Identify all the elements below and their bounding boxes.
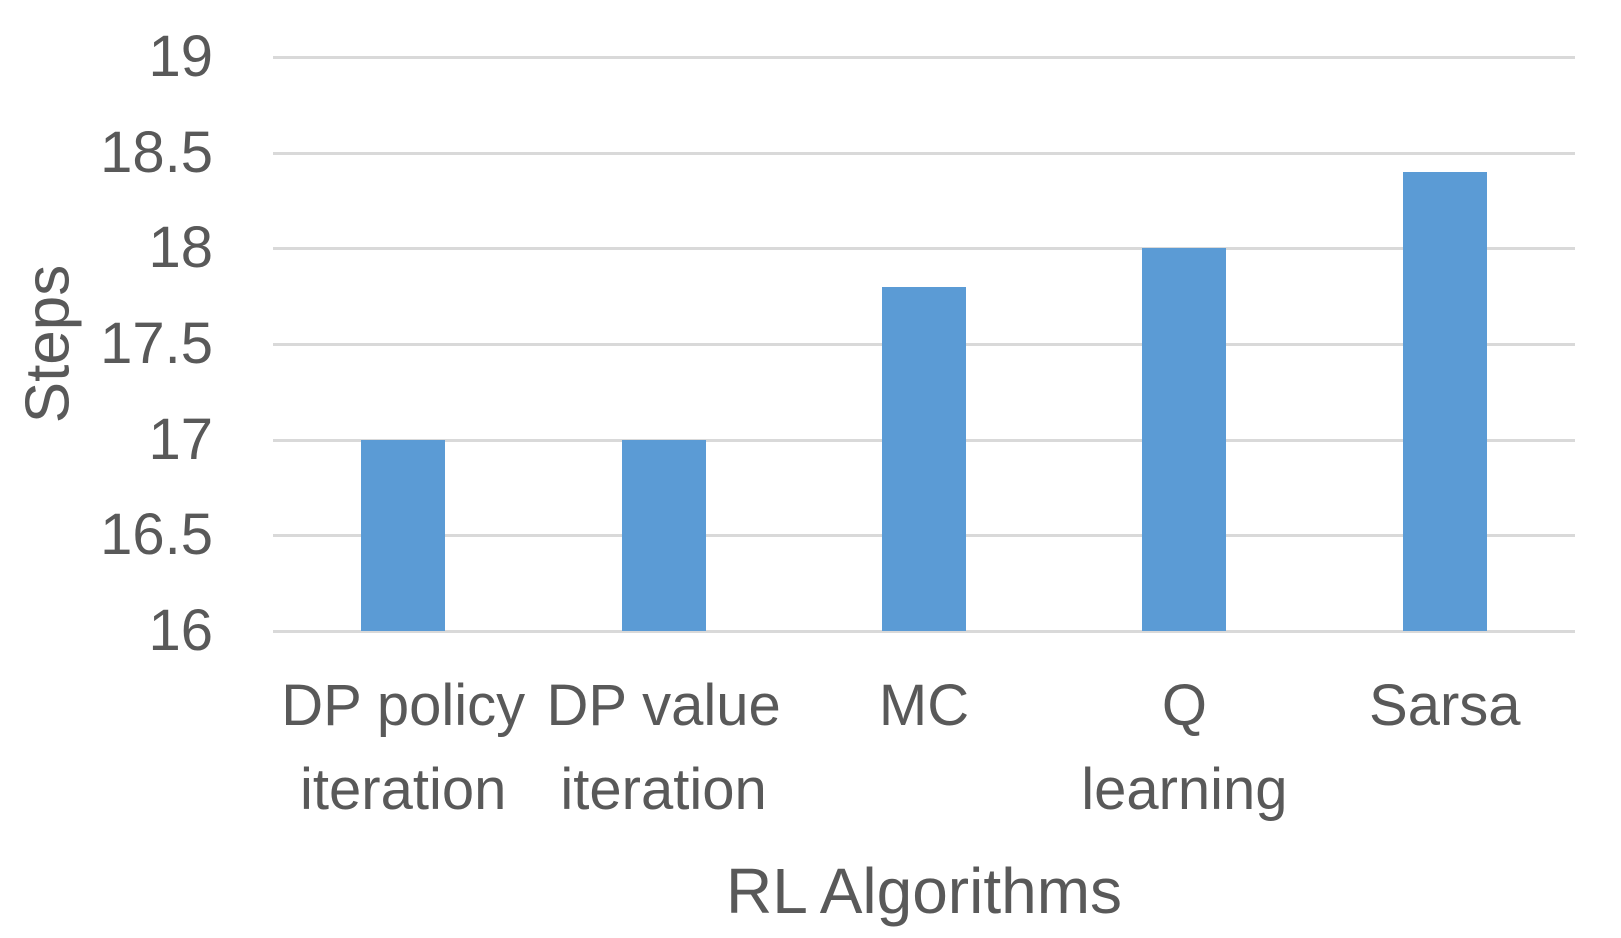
gridline: [273, 630, 1575, 633]
x-axis-title: RL Algorithms: [726, 855, 1122, 927]
x-category-label-mc: MC: [878, 673, 970, 738]
x-category-label-sarsa: Sarsa: [1369, 673, 1521, 738]
y-tick-label: 17.5: [100, 311, 213, 376]
x-category-label-dp-policy-iteration: DP policy iteration: [281, 673, 526, 822]
bar-sarsa: [1402, 171, 1487, 631]
y-tick-label: 18: [148, 215, 213, 281]
gridline: [273, 151, 1575, 155]
x-axis-category-labels: DP policy iteration DP value iteration MC Q…: [273, 664, 1575, 844]
y-tick-label: 16.5: [100, 502, 213, 568]
y-tick-label: 16: [148, 598, 213, 663]
x-category-label-q-learning: Q learning: [1081, 673, 1288, 822]
bar-dp-value-iteration: [621, 439, 706, 631]
x-category-label-dp-value-iteration: DP value iteration: [546, 673, 781, 822]
bar-mc: [882, 286, 966, 631]
y-tick-label: 18.5: [100, 119, 213, 185]
gridline: [273, 56, 1575, 59]
y-tick-label: 19: [148, 24, 213, 89]
y-axis-tick-labels: 16 16.5 17 17.5 18 18.5 19: [0, 24, 213, 663]
gridline: [273, 247, 1575, 251]
y-tick-label: 17: [148, 406, 213, 472]
bar-dp-policy-iteration: [361, 439, 446, 631]
bar-q-learning: [1142, 248, 1227, 631]
plot-area: [273, 56, 1575, 633]
